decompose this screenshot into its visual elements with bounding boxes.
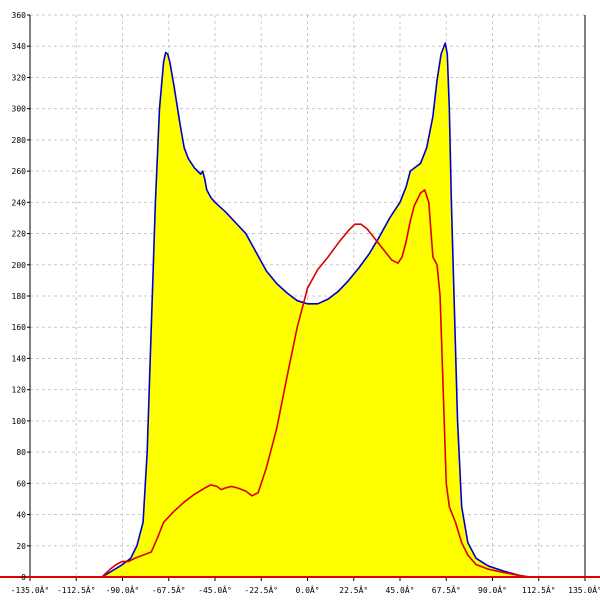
y-tick-label: 240 (12, 198, 27, 207)
x-tick-label: 45.0Â° (386, 584, 415, 595)
x-tick-label: 67.5Â° (432, 584, 461, 595)
x-tick-label: -90.0Â° (106, 584, 140, 595)
area-layer (101, 43, 530, 578)
line-layer (101, 42, 531, 578)
x-tick-label: -135.0Â° (11, 584, 50, 595)
series-area-fill (101, 43, 530, 578)
x-tick-label: 90.0Â° (478, 584, 507, 595)
x-tick-label: 112.5Â° (522, 584, 556, 595)
x-tick-label: -67.5Â° (152, 584, 186, 595)
y-tick-label: 0 (21, 573, 26, 582)
series-line-inner (101, 189, 531, 578)
y-tick-label: 120 (12, 386, 27, 395)
y-tick-label: 280 (12, 136, 27, 145)
y-tick-label: 60 (16, 479, 26, 488)
y-tick-label: 100 (12, 417, 27, 426)
tick-label-layer: 0 20 40 60 80 100 120 140 160 180 200 220 240 260 280 3… (11, 11, 600, 595)
y-tick-label: 360 (12, 11, 27, 20)
y-tick-label: 220 (12, 230, 27, 239)
y-tick-label: 40 (16, 511, 26, 520)
y-tick-label: 300 (12, 105, 27, 114)
axis-layer (0, 14, 600, 581)
y-tick-label: 260 (12, 167, 27, 176)
y-tick-label: 200 (12, 261, 27, 270)
y-tick-label: 320 (12, 73, 27, 82)
x-tick-label: 135.0Â° (568, 584, 600, 595)
x-tick-label: 22.5Â° (339, 584, 368, 595)
x-tick-label: -22.5Â° (244, 584, 278, 595)
x-tick-label: 0.0Â° (295, 584, 319, 595)
y-tick-label: 340 (12, 42, 27, 51)
y-tick-label: 20 (16, 542, 26, 551)
series-line-envelope (101, 42, 531, 578)
y-tick-label: 140 (12, 354, 27, 363)
x-tick-label: -45.0Â° (198, 584, 232, 595)
y-tick-label: 160 (12, 323, 27, 332)
y-tick-label: 180 (12, 292, 27, 301)
y-tick-label: 80 (16, 448, 26, 457)
x-tick-label: -112.5Â° (57, 584, 96, 595)
